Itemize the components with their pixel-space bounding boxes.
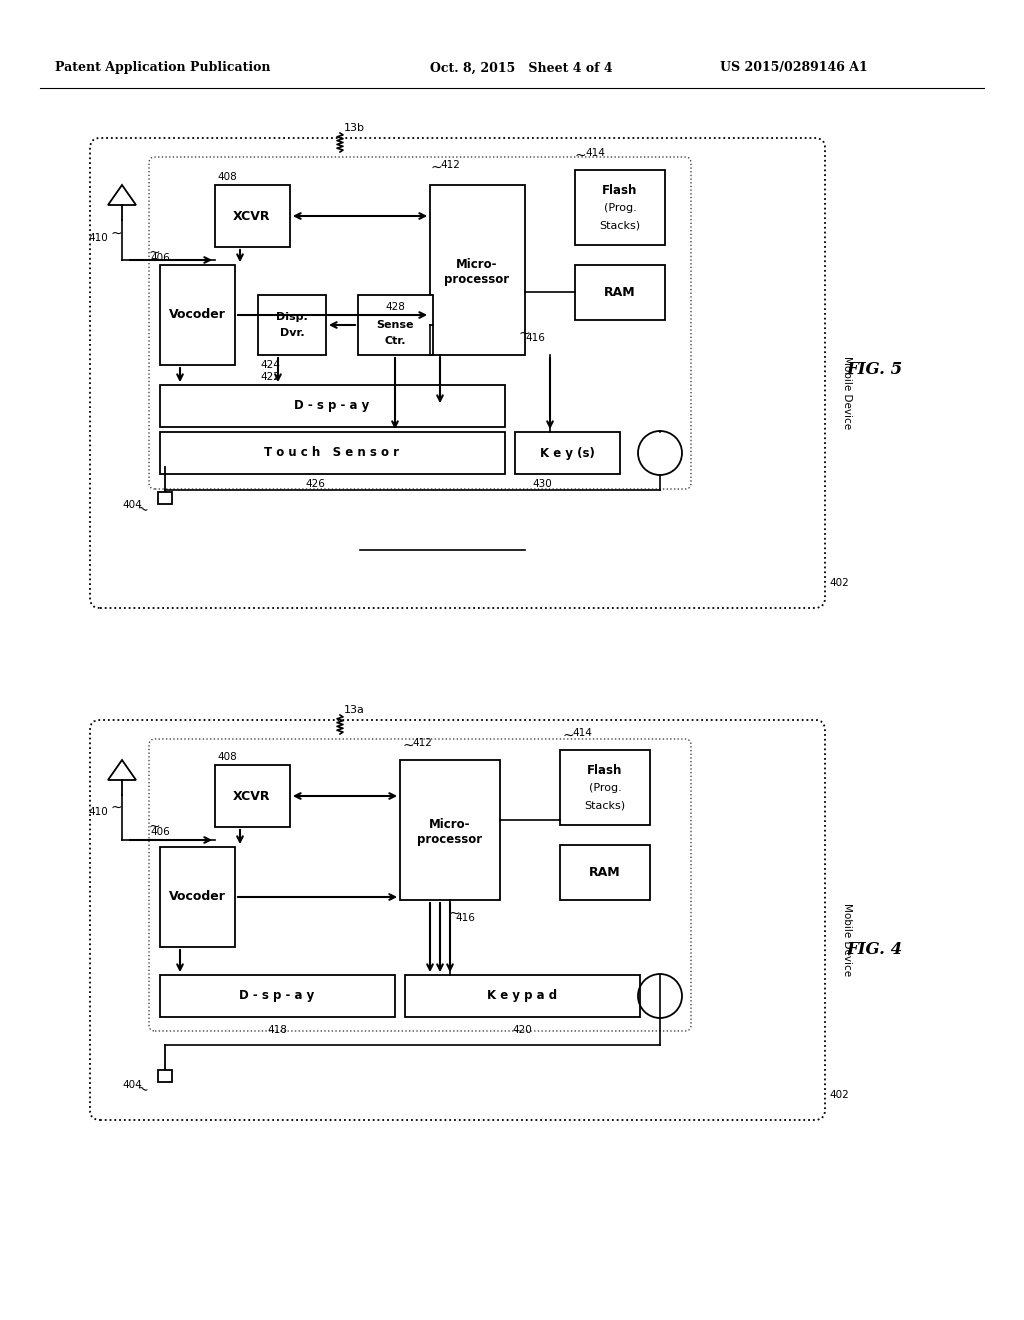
Text: Mobile Device: Mobile Device	[842, 356, 852, 429]
Text: ~: ~	[402, 739, 414, 752]
Text: 422: 422	[260, 372, 280, 381]
Text: Disp.: Disp.	[276, 312, 308, 322]
Text: K e y p a d: K e y p a d	[487, 990, 557, 1002]
Text: ~: ~	[148, 246, 160, 260]
FancyBboxPatch shape	[150, 157, 691, 488]
Text: Patent Application Publication: Patent Application Publication	[55, 62, 270, 74]
Text: 402: 402	[829, 578, 849, 587]
Text: processor: processor	[444, 273, 510, 286]
Text: 404: 404	[122, 1080, 141, 1090]
FancyBboxPatch shape	[90, 719, 825, 1119]
Text: 426: 426	[305, 479, 325, 488]
FancyBboxPatch shape	[90, 139, 825, 609]
Text: XCVR: XCVR	[233, 789, 270, 803]
Text: processor: processor	[418, 833, 482, 846]
Text: K e y (s): K e y (s)	[540, 446, 595, 459]
Text: Flash: Flash	[602, 183, 638, 197]
Text: 414: 414	[572, 729, 592, 738]
Text: RAM: RAM	[589, 866, 621, 879]
FancyBboxPatch shape	[575, 170, 665, 246]
FancyBboxPatch shape	[160, 432, 505, 474]
FancyBboxPatch shape	[406, 975, 640, 1016]
FancyBboxPatch shape	[160, 385, 505, 426]
Text: 416: 416	[455, 913, 475, 923]
Text: D - s p - a y: D - s p - a y	[294, 400, 370, 412]
FancyBboxPatch shape	[215, 766, 290, 828]
Text: 428: 428	[385, 302, 404, 312]
Text: Flash: Flash	[588, 763, 623, 776]
Text: ~: ~	[110, 801, 122, 814]
FancyBboxPatch shape	[430, 185, 525, 355]
Text: 410: 410	[88, 807, 108, 817]
FancyBboxPatch shape	[560, 750, 650, 825]
Text: FIG. 4: FIG. 4	[846, 941, 902, 958]
Text: 402: 402	[829, 1090, 849, 1100]
FancyBboxPatch shape	[215, 185, 290, 247]
Text: Vocoder: Vocoder	[169, 891, 225, 903]
Text: ~: ~	[575, 149, 587, 162]
Text: 13a: 13a	[344, 705, 365, 715]
Text: 404: 404	[122, 500, 141, 510]
FancyBboxPatch shape	[400, 760, 500, 900]
Text: US 2015/0289146 A1: US 2015/0289146 A1	[720, 62, 867, 74]
FancyBboxPatch shape	[358, 294, 433, 355]
Text: 424: 424	[260, 360, 280, 370]
FancyBboxPatch shape	[160, 265, 234, 366]
Text: T o u c h   S e n s o r: T o u c h S e n s o r	[264, 446, 399, 459]
FancyBboxPatch shape	[158, 492, 172, 504]
FancyBboxPatch shape	[150, 739, 691, 1031]
Text: 13b: 13b	[344, 123, 365, 133]
Text: Stacks): Stacks)	[599, 220, 641, 230]
FancyBboxPatch shape	[515, 432, 620, 474]
Text: Micro-: Micro-	[429, 818, 471, 832]
FancyBboxPatch shape	[575, 265, 665, 319]
FancyBboxPatch shape	[560, 845, 650, 900]
Text: 406: 406	[150, 828, 170, 837]
Text: Sense: Sense	[376, 319, 414, 330]
Text: D - s p - a y: D - s p - a y	[240, 990, 314, 1002]
Text: ~: ~	[110, 227, 122, 242]
Text: Ctr.: Ctr.	[384, 337, 406, 346]
Text: Stacks): Stacks)	[585, 800, 626, 810]
Text: RAM: RAM	[604, 285, 636, 298]
Text: 410: 410	[88, 234, 108, 243]
Text: 412: 412	[412, 738, 432, 748]
Text: 420: 420	[512, 1026, 531, 1035]
Text: Micro-: Micro-	[457, 259, 498, 272]
Text: ~: ~	[449, 907, 460, 921]
FancyBboxPatch shape	[160, 975, 395, 1016]
Text: 414: 414	[585, 148, 605, 158]
Text: Dvr.: Dvr.	[280, 327, 304, 338]
Text: ~: ~	[518, 327, 529, 341]
Text: FIG. 5: FIG. 5	[846, 362, 902, 379]
Text: 430: 430	[532, 479, 552, 488]
Text: (Prog.: (Prog.	[603, 203, 636, 213]
FancyBboxPatch shape	[160, 847, 234, 946]
FancyBboxPatch shape	[258, 294, 326, 355]
Text: Oct. 8, 2015   Sheet 4 of 4: Oct. 8, 2015 Sheet 4 of 4	[430, 62, 612, 74]
Text: Vocoder: Vocoder	[169, 309, 225, 322]
Text: 408: 408	[217, 172, 237, 182]
Text: 408: 408	[217, 752, 237, 762]
Text: ~: ~	[134, 1081, 150, 1098]
FancyBboxPatch shape	[158, 1071, 172, 1082]
Text: 416: 416	[525, 333, 545, 343]
Text: (Prog.: (Prog.	[589, 783, 622, 793]
Text: ~: ~	[148, 820, 160, 834]
Text: 418: 418	[267, 1026, 287, 1035]
Text: ~: ~	[562, 729, 573, 743]
Text: ~: ~	[430, 161, 441, 176]
Text: Mobile Device: Mobile Device	[842, 903, 852, 977]
Text: XCVR: XCVR	[233, 210, 270, 223]
Text: ~: ~	[134, 502, 150, 519]
Text: 412: 412	[440, 160, 460, 170]
Text: 406: 406	[150, 253, 170, 263]
